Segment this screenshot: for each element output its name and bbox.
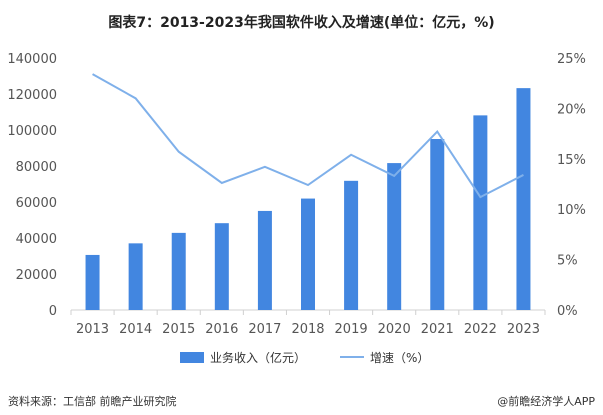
legend-line-label: 增速（%） bbox=[370, 351, 429, 365]
bar-2019 bbox=[344, 180, 359, 310]
growth-line bbox=[92, 73, 524, 199]
x-tick-label: 2015 bbox=[162, 322, 195, 337]
x-tick-label: 2017 bbox=[248, 322, 281, 337]
bar-2015 bbox=[171, 232, 186, 310]
brand-label: @前瞻经济学人APP bbox=[497, 395, 595, 408]
chart-title: 图表7：2013-2023年我国软件收入及增速(单位：亿元，%) bbox=[108, 15, 495, 31]
x-tick-label: 2022 bbox=[464, 322, 497, 337]
y-left-tick-label: 100000 bbox=[7, 124, 57, 139]
legend-bar-swatch bbox=[180, 352, 204, 363]
x-tick-label: 2014 bbox=[119, 322, 152, 337]
bar-2017 bbox=[257, 210, 272, 310]
bar-2021 bbox=[430, 139, 445, 310]
y-left-tick-label: 140000 bbox=[7, 52, 57, 67]
x-tick-label: 2016 bbox=[205, 322, 238, 337]
x-tick-label: 2020 bbox=[378, 322, 411, 337]
bar-2013 bbox=[85, 254, 100, 310]
y-right-tick-label: 5% bbox=[557, 254, 578, 269]
x-tick-label: 2013 bbox=[76, 322, 109, 337]
chart-svg: 0 20000 40000 60000 80000 100000 120000 140000 0… bbox=[7, 52, 586, 365]
y-right-tick-label: 0% bbox=[557, 304, 578, 319]
source-note: 资料来源：工信部 前瞻产业研究院 bbox=[8, 395, 177, 408]
x-tick-label: 2021 bbox=[421, 322, 454, 337]
y-left-tick-label: 40000 bbox=[16, 232, 57, 247]
legend-bar-label: 业务收入（亿元） bbox=[210, 350, 306, 365]
bar-2023 bbox=[516, 88, 531, 311]
x-tick-label: 2018 bbox=[291, 322, 324, 337]
y-right-tick-label: 25% bbox=[557, 52, 586, 67]
y-right-tick-label: 15% bbox=[557, 153, 586, 168]
y-right-tick-label: 10% bbox=[557, 203, 586, 218]
y-left-tick-label: 0 bbox=[49, 304, 57, 319]
bar-2018 bbox=[301, 198, 315, 310]
y-left-tick-label: 20000 bbox=[16, 268, 57, 283]
bar-2022 bbox=[473, 115, 488, 310]
y-right-tick-label: 20% bbox=[557, 102, 586, 117]
y-left-tick-label: 120000 bbox=[7, 88, 57, 103]
bar-2020 bbox=[387, 163, 402, 310]
x-tick-label: 2019 bbox=[335, 322, 368, 337]
x-tick-label: 2023 bbox=[507, 322, 540, 337]
bar-2016 bbox=[214, 223, 229, 310]
bar-2014 bbox=[128, 243, 143, 310]
y-left-tick-label: 60000 bbox=[16, 196, 57, 211]
y-left-tick-label: 80000 bbox=[16, 160, 57, 175]
